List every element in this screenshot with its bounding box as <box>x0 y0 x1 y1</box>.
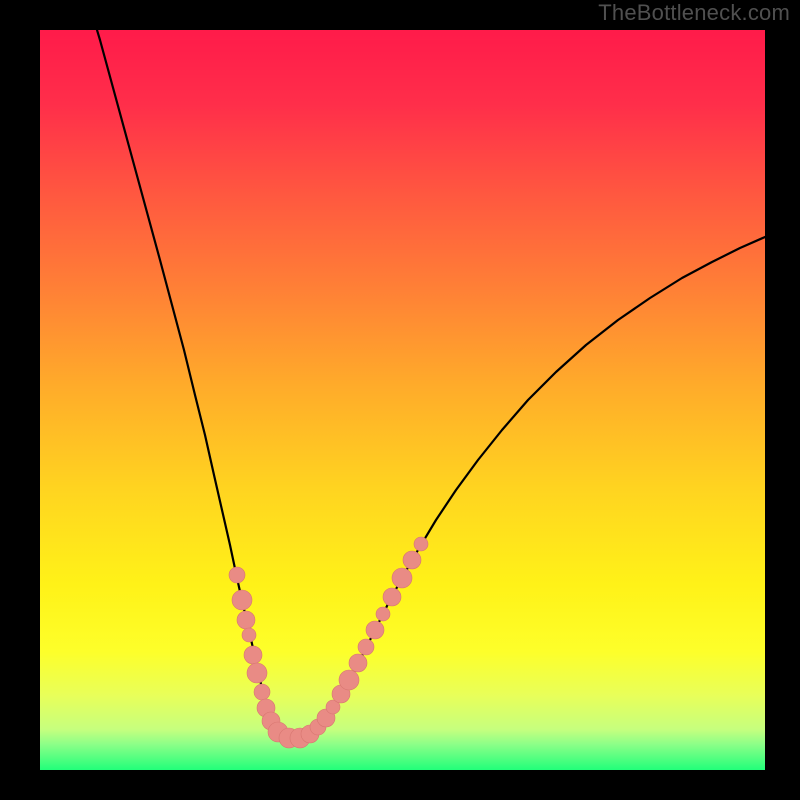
data-marker <box>383 588 401 606</box>
data-marker <box>376 607 390 621</box>
watermark-text: TheBottleneck.com <box>598 0 790 26</box>
data-marker <box>392 568 412 588</box>
curve-left-branch <box>88 30 295 739</box>
data-marker <box>366 621 384 639</box>
data-marker <box>232 590 252 610</box>
data-marker <box>358 639 374 655</box>
data-marker <box>414 537 428 551</box>
data-marker <box>244 646 262 664</box>
data-marker <box>242 628 256 642</box>
data-marker <box>254 684 270 700</box>
chart-svg <box>40 30 765 770</box>
data-marker <box>237 611 255 629</box>
data-marker <box>339 670 359 690</box>
data-marker <box>247 663 267 683</box>
data-marker <box>403 551 421 569</box>
plot-area <box>40 30 765 770</box>
data-marker <box>349 654 367 672</box>
outer-frame: TheBottleneck.com <box>0 0 800 800</box>
data-marker <box>229 567 245 583</box>
